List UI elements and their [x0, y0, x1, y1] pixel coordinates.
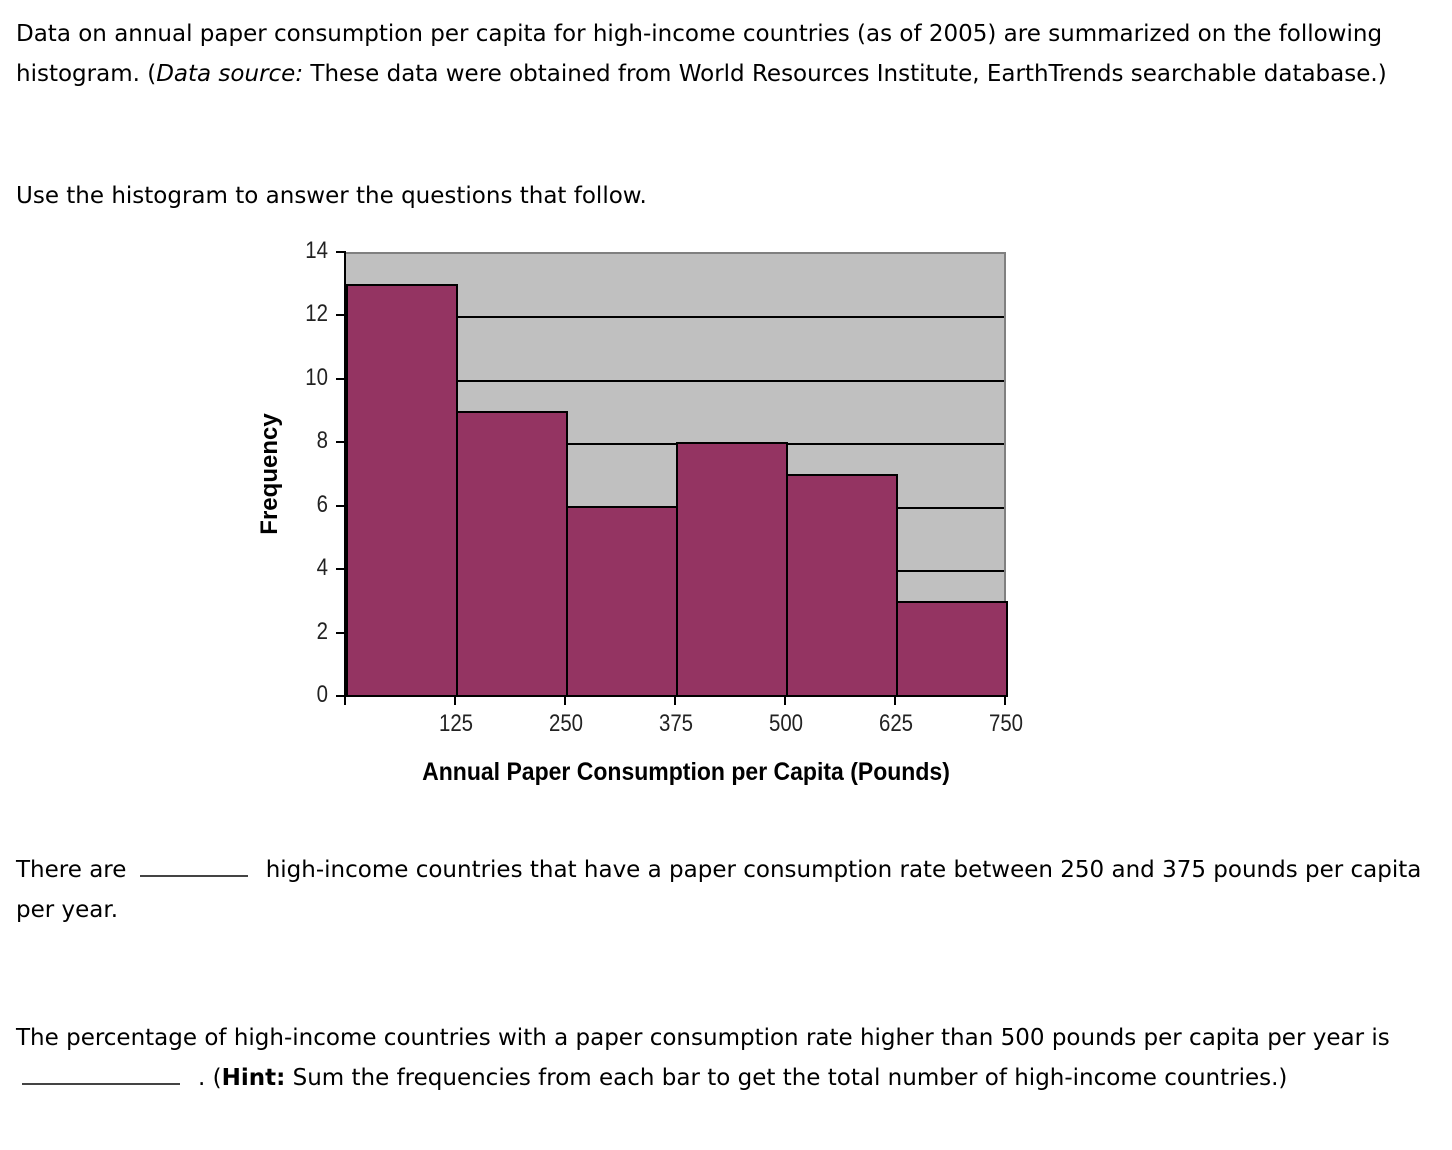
x-tick-label: 500	[768, 710, 804, 737]
x-axis-title: Annual Paper Consumption per Capita (Pou…	[422, 758, 950, 786]
gridline	[346, 316, 1004, 319]
question-2: The percentage of high-income countries …	[16, 1018, 1436, 1098]
q1-text-before: There are	[16, 857, 127, 883]
y-tick-label: 12	[305, 300, 328, 328]
hint-label: Hint:	[221, 1065, 286, 1091]
hint-text: Sum the frequencies from each bar to get…	[285, 1065, 1288, 1091]
y-tick-label: 6	[316, 490, 328, 518]
x-tick-label: 125	[438, 710, 474, 737]
histogram-bar	[676, 442, 788, 696]
q1-answer-blank[interactable]	[139, 851, 248, 877]
histogram-bar	[456, 410, 568, 696]
x-tick	[564, 695, 566, 705]
y-axis-title: Frequency	[256, 413, 283, 535]
intro-text-2: These data were obtained from World Reso…	[303, 61, 1387, 87]
y-tick	[336, 377, 346, 380]
x-tick	[1004, 695, 1006, 705]
plot-area	[346, 252, 1008, 696]
x-tick-label: 250	[548, 710, 584, 737]
y-tick-label: 10	[305, 363, 328, 391]
x-tick	[894, 695, 896, 705]
q1-text-after: high-income countries that have a paper …	[16, 857, 1422, 923]
x-tick-label: 375	[658, 710, 694, 737]
y-tick	[336, 695, 346, 697]
y-tick	[336, 631, 346, 634]
x-tick-label: 750	[988, 710, 1024, 737]
q2-punct: . (	[198, 1065, 222, 1091]
x-tick	[344, 695, 346, 705]
y-tick	[336, 441, 346, 444]
x-axis	[344, 695, 1008, 697]
histogram-chart: Frequency Annual Paper Consumption per C…	[240, 236, 1060, 806]
y-tick	[336, 314, 346, 317]
gridline	[346, 379, 1004, 382]
intro-paragraph: Data on annual paper consumption per cap…	[16, 14, 1446, 94]
x-tick	[784, 695, 786, 705]
data-source-label: Data source:	[156, 61, 304, 87]
x-tick-label: 625	[878, 710, 914, 737]
histogram-bar	[346, 283, 458, 696]
q2-text-before: The percentage of high-income countries …	[16, 1025, 1390, 1051]
y-axis	[344, 252, 346, 698]
x-tick	[454, 695, 456, 705]
y-tick	[336, 568, 346, 571]
y-tick-label: 4	[316, 554, 328, 582]
y-tick	[336, 504, 346, 507]
q2-answer-blank[interactable]	[22, 1059, 180, 1085]
question-1: There are high-income countries that hav…	[16, 850, 1436, 930]
y-tick-label: 2	[316, 617, 328, 645]
y-tick-label: 0	[316, 681, 328, 708]
intro-text-1: Data on annual paper consumption per cap…	[16, 21, 1383, 87]
y-tick	[336, 251, 346, 253]
x-tick	[674, 695, 676, 705]
histogram-bar	[566, 505, 678, 696]
gridline	[346, 443, 1004, 446]
instruction-text: Use the histogram to answer the question…	[16, 183, 647, 209]
y-tick-label: 8	[316, 427, 328, 455]
histogram-bar	[896, 600, 1008, 696]
y-tick-label: 14	[305, 237, 328, 264]
histogram-bar	[786, 474, 898, 696]
